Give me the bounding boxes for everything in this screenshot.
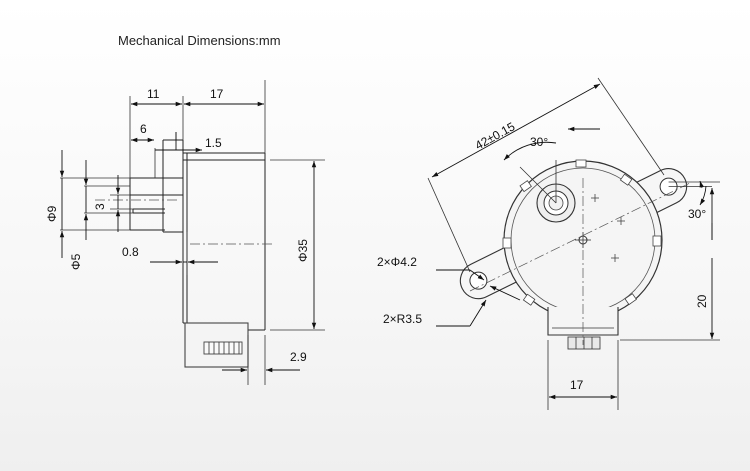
front-view: 42±0.15 30° 30° 2×Φ4.2 2×R3.5 20 17	[377, 77, 720, 410]
side-shaft	[95, 177, 180, 231]
dim-0-8-label: 0.8	[122, 245, 139, 259]
dim-3-label: 3	[93, 203, 107, 210]
holes-label: 2×Φ4.2	[377, 255, 417, 269]
side-motor-body	[182, 152, 275, 331]
side-dimension-lines	[59, 101, 317, 373]
side-hub	[162, 139, 184, 233]
dim-phi35-label: Φ35	[296, 239, 310, 262]
dim-42-label: 42±0.15	[473, 119, 518, 152]
dim-20-label: 20	[695, 294, 709, 308]
dim-11-label: 11	[147, 87, 160, 101]
front-center-marks	[469, 160, 712, 345]
angle-30-right-label: 30°	[688, 207, 706, 221]
dim-2-9-label: 2.9	[290, 350, 307, 364]
angle-30-top-label: 30°	[530, 135, 548, 149]
dim-6-label: 6	[140, 122, 147, 136]
side-dimension-labels: 11 17 6 1.5 Φ9 3 Φ5 0.8 Φ35 2.9	[45, 87, 310, 364]
dim-phi9-label: Φ9	[45, 205, 59, 222]
dim-17-label: 17	[210, 87, 224, 101]
side-connector	[184, 322, 249, 368]
side-view: 11 17 6 1.5 Φ9 3 Φ5 0.8 Φ35 2.9	[45, 80, 325, 385]
dim-1-5-label: 1.5	[205, 136, 222, 150]
page-title: Mechanical Dimensions:mm	[118, 33, 281, 48]
front-dimension-lines	[431, 83, 715, 400]
front-extension-lines	[427, 77, 720, 410]
dim-phi5-label: Φ5	[69, 253, 83, 270]
radius-label: 2×R3.5	[383, 312, 422, 326]
dim-17-front-label: 17	[570, 378, 584, 392]
